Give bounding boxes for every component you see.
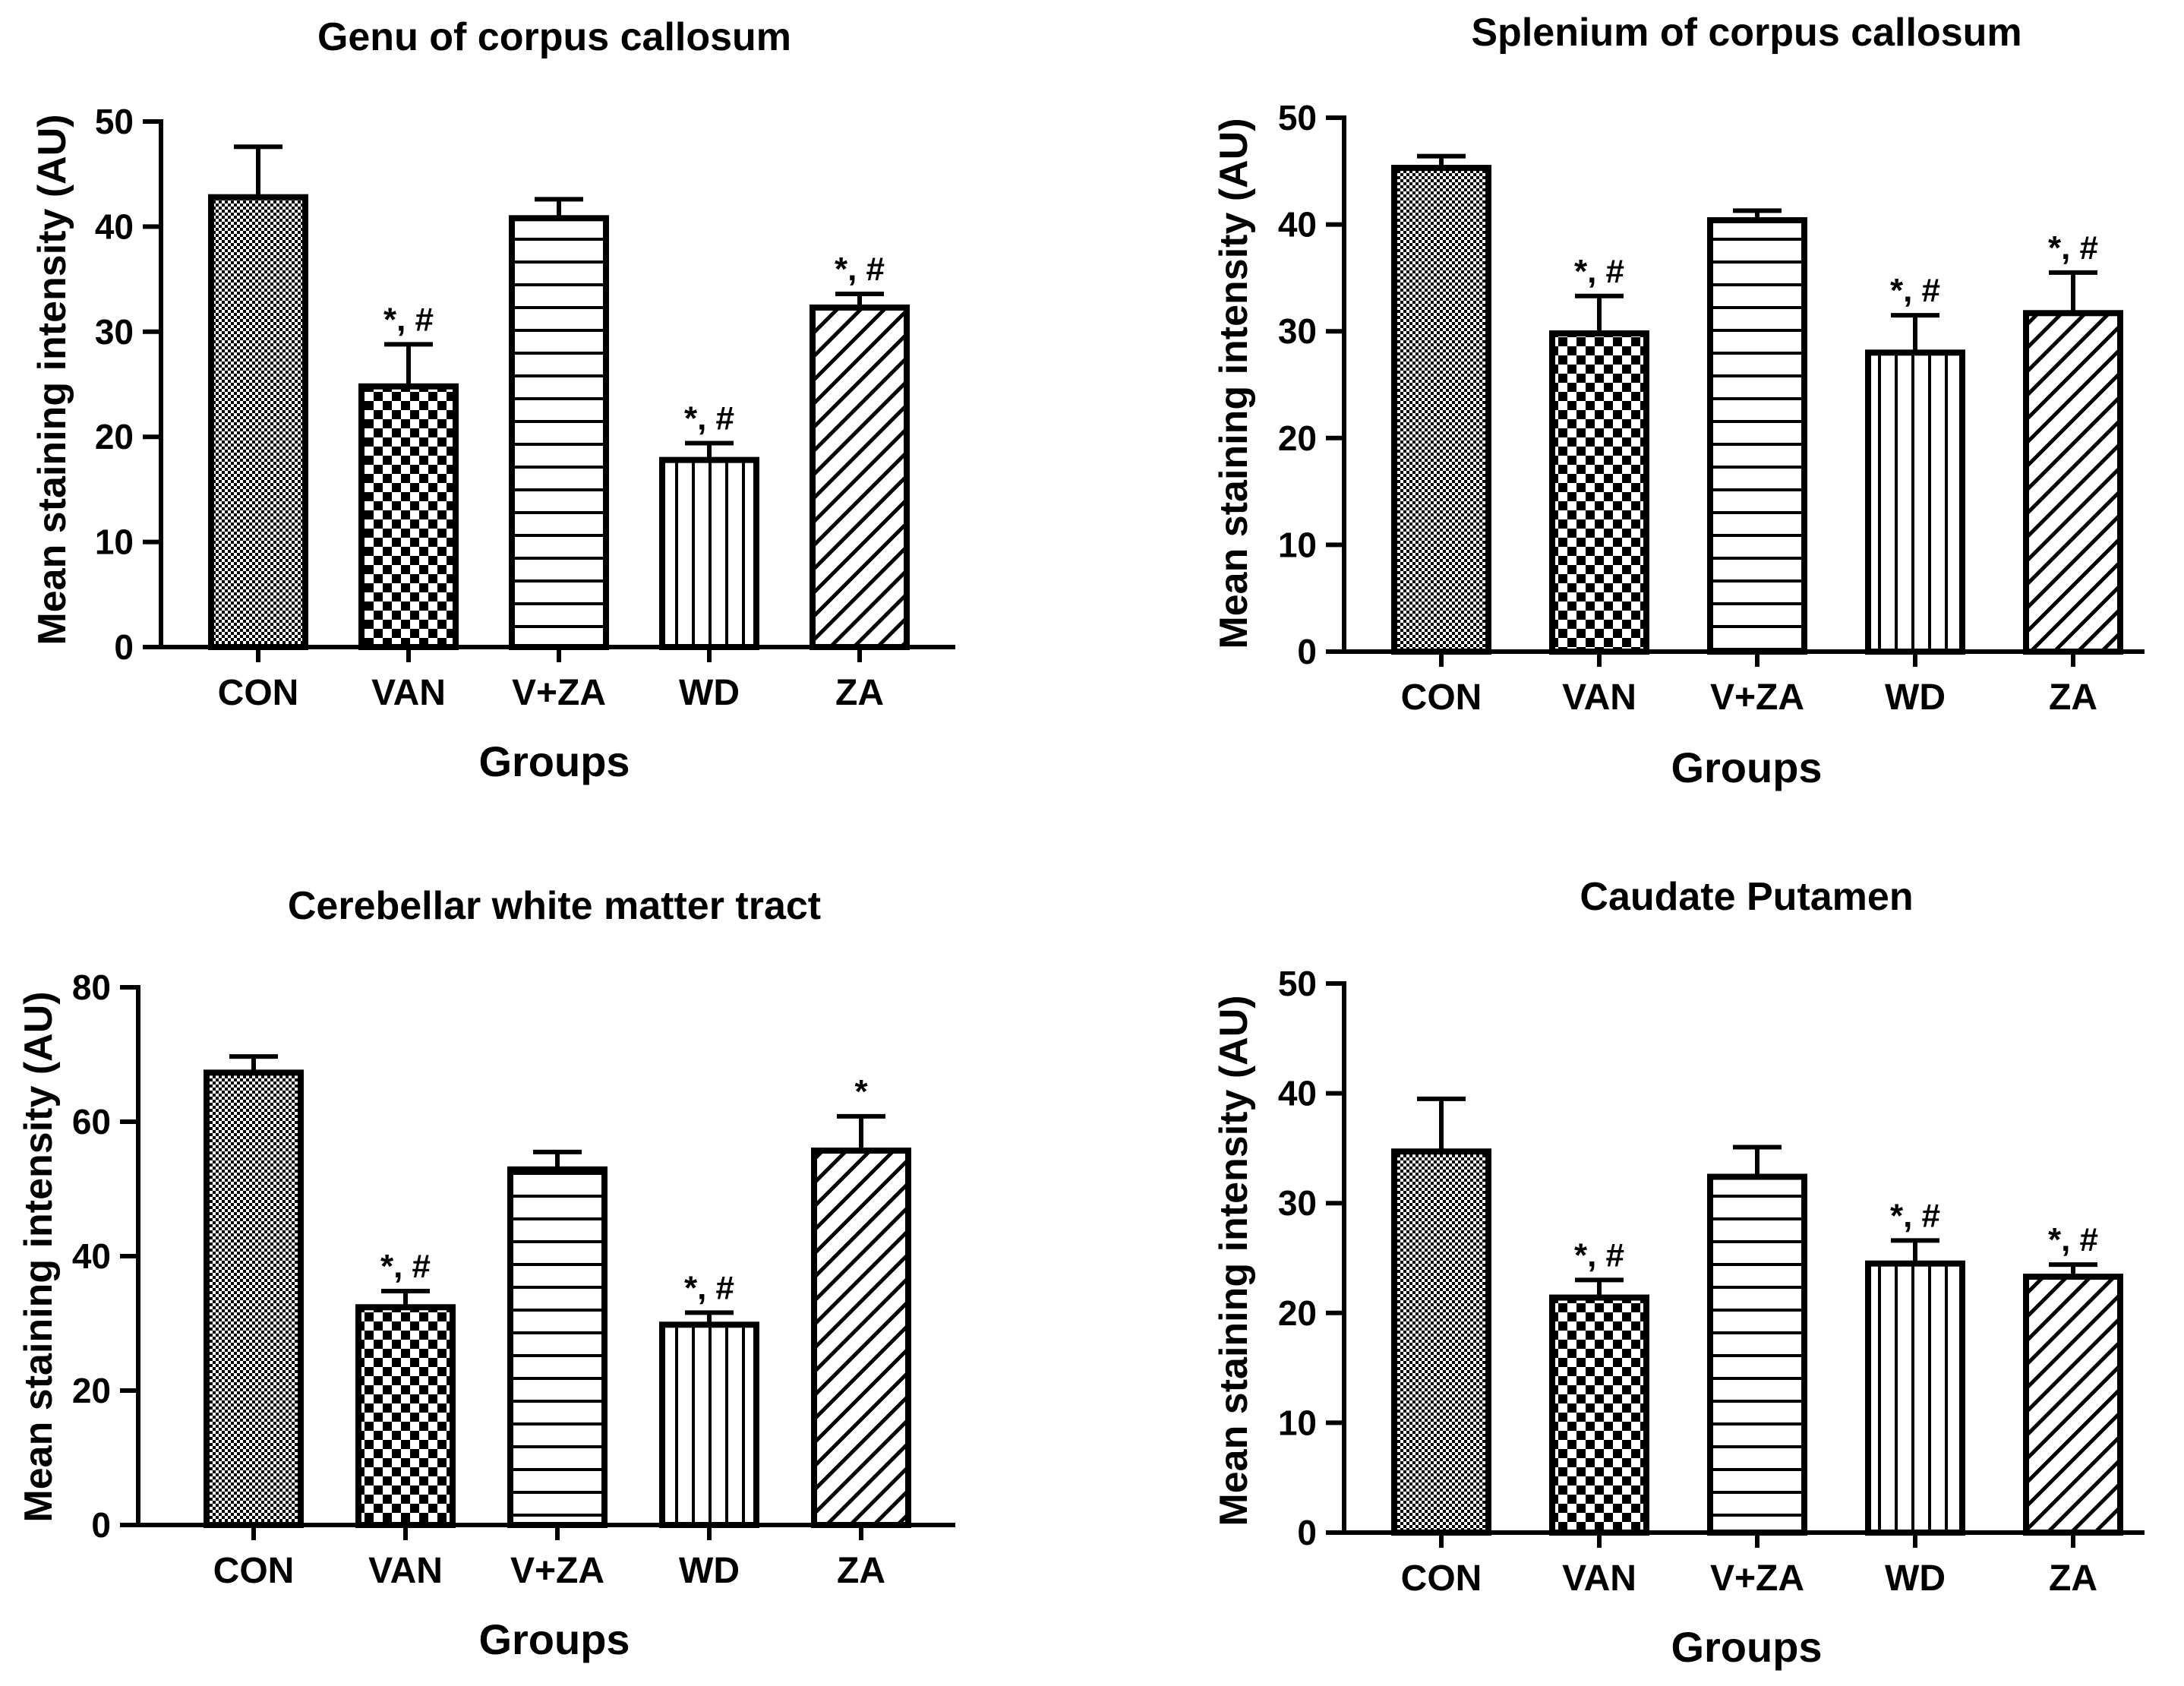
x-tick-label-con: CON: [213, 1551, 295, 1591]
chart-splenium-corpus-callosum: Splenium of corpus callosum Mean stainin…: [1212, 11, 2145, 791]
bar-van: [1549, 1294, 1649, 1536]
x-tick-label-za: ZA: [835, 673, 884, 713]
y-tick-label: 10: [95, 523, 134, 562]
bar-con: [204, 1069, 304, 1528]
y-tick-label: 80: [72, 968, 111, 1007]
y-tick-label: 30: [1278, 311, 1317, 351]
x-tick-label-wd: WD: [1885, 1558, 1946, 1599]
significance-label-za: *, #: [835, 251, 885, 288]
y-tick-label: 0: [1297, 1513, 1317, 1552]
y-tick-label: 40: [72, 1236, 111, 1276]
y-tick-label: 60: [72, 1102, 111, 1141]
chart-title: Genu of corpus callosum: [317, 15, 791, 59]
bar-wd: [1865, 1260, 1965, 1536]
bar-v-za: [509, 215, 609, 650]
bar-v-za: [1707, 1173, 1807, 1536]
y-tick-label: 0: [91, 1505, 111, 1545]
bar-wd: [659, 456, 759, 651]
y-tick-label: 20: [72, 1371, 111, 1410]
y-tick-label: 40: [1278, 1074, 1317, 1113]
y-axis-label: Mean staining intensity (AU): [17, 991, 61, 1522]
x-tick-label-wd: WD: [679, 673, 740, 713]
y-tick-label: 20: [1278, 1293, 1317, 1333]
x-tick-label-za: ZA: [2049, 1558, 2097, 1599]
x-tick-label-van: VAN: [1562, 1558, 1636, 1599]
x-tick-label-con: CON: [218, 673, 299, 713]
significance-label-van: *, #: [1574, 1236, 1624, 1274]
y-axis-label: Mean staining intensity (AU): [30, 114, 74, 645]
x-axis-label: Groups: [1671, 1623, 1822, 1671]
x-tick-label-za: ZA: [837, 1551, 885, 1591]
chart-cerebellar-white-matter-tract: Cerebellar white matter tract Mean stain…: [17, 884, 955, 1663]
bar-wd: [1865, 349, 1965, 655]
y-tick-label: 20: [95, 417, 134, 456]
x-tick-label-v-za: V+ZA: [510, 1551, 604, 1591]
chart-title: Splenium of corpus callosum: [1471, 11, 2021, 55]
x-axis-label: Groups: [1671, 744, 1822, 791]
significance-label-za: *: [854, 1073, 868, 1110]
x-axis-label: Groups: [478, 1615, 630, 1663]
significance-label-van: *, #: [383, 301, 434, 338]
chart-caudate-putamen: Caudate Putamen Mean staining intensity …: [1212, 875, 2145, 1671]
y-tick-label: 10: [1278, 1403, 1317, 1442]
y-axis-label: Mean staining intensity (AU): [1212, 995, 1256, 1526]
bar-con: [1391, 165, 1491, 655]
bar-con: [1391, 1148, 1491, 1536]
significance-label-za: *, #: [2048, 1221, 2098, 1258]
bar-van: [1549, 330, 1649, 655]
bar-v-za: [507, 1166, 608, 1528]
x-tick-label-van: VAN: [368, 1551, 443, 1591]
bar-con: [208, 194, 308, 650]
bar-wd: [659, 1321, 759, 1529]
x-tick-label-con: CON: [1401, 677, 1482, 718]
y-tick-label: 30: [1278, 1183, 1317, 1223]
chart-title: Caudate Putamen: [1580, 875, 1913, 919]
significance-label-wd: *, #: [684, 1269, 734, 1306]
y-tick-label: 50: [1278, 964, 1317, 1003]
significance-label-wd: *, #: [1890, 272, 1940, 309]
bar-v-za: [1707, 216, 1807, 655]
x-tick-label-za: ZA: [2049, 677, 2097, 718]
significance-label-wd: *, #: [1890, 1197, 1940, 1234]
significance-label-za: *, #: [2048, 229, 2098, 267]
significance-label-van: *, #: [380, 1248, 431, 1285]
x-tick-label-wd: WD: [679, 1551, 740, 1591]
y-tick-label: 50: [1278, 98, 1317, 137]
y-tick-label: 10: [1278, 525, 1317, 564]
y-tick-label: 50: [95, 102, 134, 141]
bar-za: [2023, 310, 2123, 655]
significance-label-wd: *, #: [684, 400, 734, 437]
bar-za: [810, 304, 910, 650]
y-tick-label: 0: [114, 627, 134, 667]
chart-title: Cerebellar white matter tract: [288, 884, 821, 928]
chart-genu-corpus-callosum: Genu of corpus callosum Mean staining in…: [30, 15, 955, 785]
x-tick-label-v-za: V+ZA: [512, 673, 606, 713]
significance-label-van: *, #: [1574, 253, 1624, 290]
bar-za: [2023, 1274, 2123, 1536]
bar-za: [811, 1148, 911, 1529]
x-tick-label-v-za: V+ZA: [1710, 1558, 1804, 1599]
x-tick-label-van: VAN: [371, 673, 446, 713]
y-tick-label: 40: [1278, 205, 1317, 245]
bar-van: [355, 1304, 456, 1528]
x-tick-label-con: CON: [1401, 1558, 1482, 1599]
bar-van: [358, 383, 459, 650]
x-tick-label-wd: WD: [1885, 677, 1946, 718]
y-tick-label: 30: [95, 312, 134, 352]
y-tick-label: 40: [95, 207, 134, 246]
y-axis-label: Mean staining intensity (AU): [1212, 118, 1256, 649]
x-tick-label-v-za: V+ZA: [1710, 677, 1804, 718]
y-tick-label: 0: [1297, 632, 1317, 671]
y-tick-label: 20: [1278, 418, 1317, 458]
x-tick-label-van: VAN: [1562, 677, 1636, 718]
x-axis-label: Groups: [478, 737, 630, 785]
